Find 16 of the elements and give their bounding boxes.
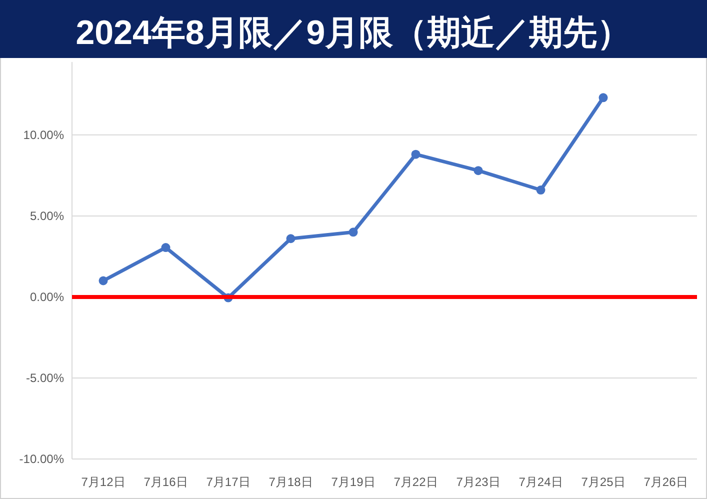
ytick: -10.00% (19, 452, 64, 466)
title: 2024年8月限／9月限（期近／期先） (76, 14, 632, 52)
ytick: 0.00% (30, 290, 64, 304)
xtick: 7月19日 (331, 475, 376, 489)
xtick: 7月25日 (581, 475, 626, 489)
xtick: 7月24日 (518, 475, 563, 489)
xtick: 7月23日 (456, 475, 500, 489)
xtick: 7月26日 (644, 475, 688, 489)
xtick: 7月16日 (144, 475, 188, 489)
ytick: 5.00% (30, 208, 64, 223)
ytick: 10.00% (23, 128, 64, 142)
xtick: 7月22日 (394, 475, 438, 489)
ytick: -5.00% (26, 370, 64, 385)
xtick: 7月12日 (81, 475, 126, 489)
xtick: 7月18日 (268, 475, 313, 489)
xtick: 7月17日 (206, 475, 250, 489)
